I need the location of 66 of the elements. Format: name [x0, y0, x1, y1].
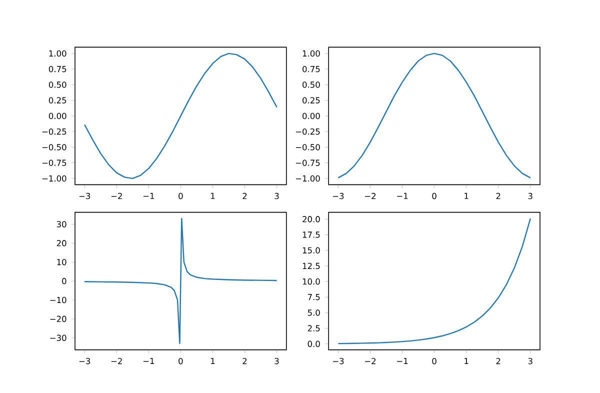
y-tick-label: 20	[56, 240, 66, 246]
y-tick-label: 20.0	[302, 216, 320, 222]
x-tick-label: −2	[365, 358, 376, 364]
x-tick-label: 1	[464, 192, 468, 199]
x-tick-label: 0	[178, 192, 183, 200]
x-tick-label: 3	[528, 192, 532, 200]
y-tick-label: 17.5	[302, 232, 320, 238]
x-tick-label: −3	[79, 358, 90, 364]
y-tick-label: 15.0	[302, 247, 320, 254]
y-tick-label: −1.00	[42, 175, 66, 182]
y-tick-label: −0.50	[42, 144, 66, 150]
y-tick-label: 0.50	[302, 82, 320, 88]
x-tick-label: 2	[496, 192, 500, 200]
x-tick-label: 1	[210, 358, 215, 364]
y-tick-label: 0.00	[48, 112, 66, 120]
x-tick-label: −2	[365, 192, 376, 200]
y-tick-label: 1.00	[302, 50, 320, 57]
x-tick-label: 3	[528, 358, 532, 364]
y-tick-label: 10.0	[302, 278, 320, 285]
y-tick-label: 5.0	[308, 310, 320, 316]
x-tick-label: −2	[111, 192, 122, 200]
y-tick-label: 2.5	[308, 325, 320, 332]
y-tick-label: 1.00	[49, 50, 66, 57]
line-series	[338, 218, 531, 344]
x-tick-label: 2	[242, 192, 247, 200]
y-tick-label: 10	[57, 258, 66, 266]
x-tick-label: 3	[274, 358, 279, 364]
x-tick-label: −1	[397, 358, 408, 364]
y-tick-label: −0.75	[42, 160, 66, 166]
y-tick-label: 12.5	[302, 262, 320, 270]
x-tick-label: −3	[332, 358, 344, 364]
y-tick-label: 0.75	[48, 66, 66, 72]
x-tick-label: −2	[111, 358, 122, 364]
y-tick-label: −0.50	[296, 144, 320, 150]
line-series	[84, 218, 278, 344]
x-tick-label: 1	[210, 192, 215, 199]
x-tick-label: 2	[496, 358, 500, 364]
y-tick-label: 0.25	[302, 97, 320, 104]
y-tick-label: −20	[50, 316, 66, 322]
y-tick-label: 0.25	[48, 97, 66, 104]
x-tick-label: −1	[143, 358, 154, 364]
x-tick-label: −1	[397, 192, 408, 199]
x-tick-label: 0	[178, 358, 183, 364]
x-tick-label: −1	[143, 192, 154, 199]
y-tick-label: 0.75	[302, 66, 320, 72]
y-tick-label: −0.75	[296, 160, 320, 166]
x-tick-label: −3	[332, 192, 344, 200]
y-tick-label: 0.00	[302, 112, 320, 120]
y-tick-label: −10	[50, 296, 66, 304]
x-tick-label: −3	[79, 192, 90, 200]
x-tick-label: 0	[432, 192, 436, 200]
y-tick-label: −1.00	[296, 175, 320, 182]
y-tick-label: −0.25	[296, 128, 320, 135]
x-tick-label: 3	[274, 192, 279, 200]
x-tick-label: 2	[242, 358, 247, 364]
y-tick-label: 7.5	[308, 294, 320, 300]
x-tick-label: 0	[432, 358, 436, 364]
line-series	[84, 52, 278, 180]
y-tick-label: 0.0	[308, 340, 320, 348]
line-series	[338, 52, 531, 178]
y-tick-label: −0.25	[42, 128, 66, 135]
y-tick-label: 0	[62, 278, 66, 284]
y-tick-label: 30	[56, 221, 66, 228]
y-tick-label: 0.50	[48, 82, 66, 88]
x-tick-label: 1	[464, 358, 468, 364]
y-tick-label: −30	[50, 334, 66, 341]
